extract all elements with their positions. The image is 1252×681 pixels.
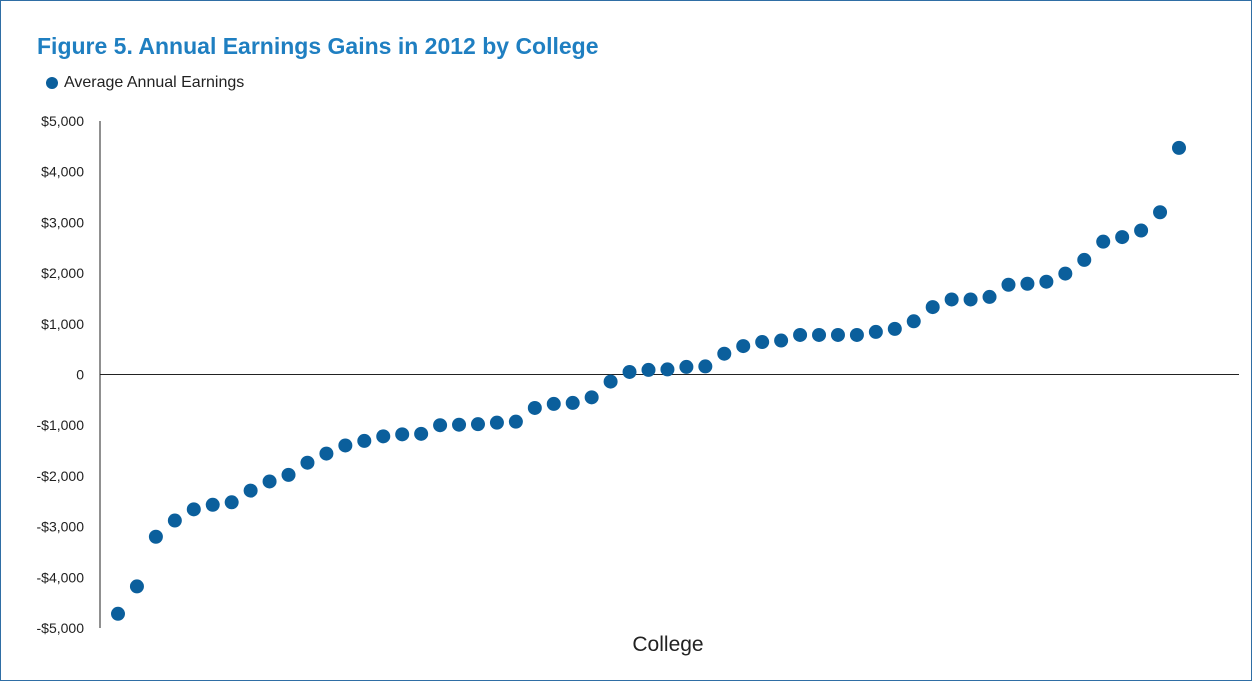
data-point	[376, 429, 391, 444]
data-point	[224, 495, 239, 510]
data-point	[1096, 234, 1111, 249]
data-point	[1020, 276, 1035, 291]
data-point	[698, 359, 713, 374]
data-point	[868, 324, 883, 339]
chart-title: Figure 5. Annual Earnings Gains in 2012 …	[37, 33, 599, 59]
data-point	[281, 467, 296, 482]
data-points	[111, 140, 1186, 621]
y-tick-label: -$3,000	[37, 519, 85, 535]
data-point	[300, 455, 315, 470]
data-point	[1172, 140, 1186, 155]
data-point	[186, 502, 201, 517]
data-point	[565, 395, 580, 410]
data-point	[603, 374, 618, 389]
data-point	[717, 346, 732, 361]
data-point	[243, 483, 258, 498]
data-point	[262, 474, 277, 489]
data-point	[111, 606, 125, 621]
data-point	[1134, 223, 1149, 238]
data-point	[452, 417, 467, 432]
y-tick-label: 0	[76, 367, 84, 383]
data-point	[1058, 266, 1073, 281]
data-point	[963, 292, 978, 307]
data-point	[944, 292, 959, 307]
data-point	[527, 400, 542, 415]
data-point	[414, 426, 429, 441]
data-point	[167, 513, 182, 528]
data-point	[641, 362, 656, 377]
data-point	[925, 300, 940, 315]
data-point	[357, 433, 372, 448]
y-tick-label: -$1,000	[37, 417, 85, 433]
y-tick-label: $4,000	[41, 164, 84, 180]
data-point	[982, 289, 997, 304]
data-point	[205, 497, 220, 512]
y-tick-label: -$5,000	[37, 620, 85, 636]
data-point	[736, 339, 751, 354]
data-point	[622, 364, 637, 379]
data-point	[660, 362, 675, 377]
y-axis: $5,000 $4,000 $3,000 $2,000 $1,000 0 -$1,000 -$…	[37, 113, 101, 636]
data-point	[849, 327, 864, 342]
data-point	[1039, 274, 1054, 289]
data-point	[148, 529, 163, 544]
data-point	[489, 415, 504, 430]
data-point	[395, 427, 410, 442]
data-point	[906, 314, 921, 329]
data-point	[546, 396, 561, 411]
data-point	[319, 446, 334, 461]
data-point	[433, 418, 448, 433]
y-tick-label: -$4,000	[37, 569, 85, 585]
legend-label: Average Annual Earnings	[64, 74, 245, 91]
y-tick-label: $5,000	[41, 113, 84, 129]
y-tick-label: $3,000	[41, 214, 84, 230]
data-point	[755, 335, 770, 350]
legend: Average Annual Earnings	[46, 74, 244, 92]
data-point	[1001, 277, 1016, 292]
data-point	[1115, 230, 1130, 245]
x-axis-label: College	[632, 633, 703, 656]
data-point	[812, 327, 827, 342]
y-tick-label: -$2,000	[37, 468, 85, 484]
data-point	[338, 438, 353, 453]
data-point	[679, 359, 694, 374]
data-point	[793, 327, 808, 342]
data-point	[470, 417, 485, 432]
data-point	[887, 321, 902, 336]
data-point	[774, 333, 789, 348]
y-tick-label: $1,000	[41, 316, 84, 332]
data-point	[584, 390, 599, 405]
data-point	[508, 414, 523, 429]
data-point	[129, 579, 144, 594]
legend-marker	[46, 77, 58, 89]
data-point	[830, 327, 845, 342]
data-point	[1153, 205, 1168, 220]
y-tick-label: $2,000	[41, 265, 84, 281]
data-point	[1077, 252, 1092, 267]
